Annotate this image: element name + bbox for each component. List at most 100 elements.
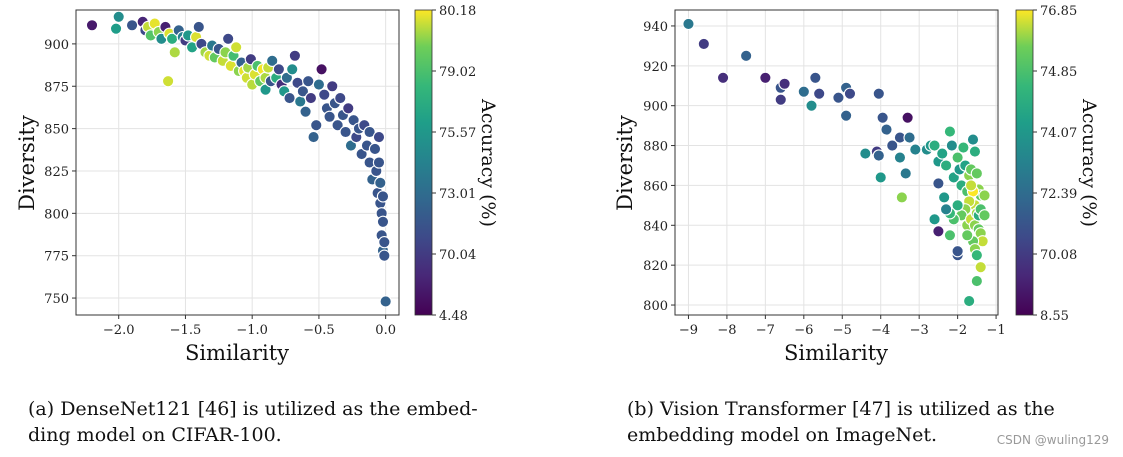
chart-b-ytick-label: 900 [643,100,668,115]
chart-b-ytick-label: 920 [643,60,668,75]
chart-b-point [978,209,991,222]
chart-b-point [928,213,941,226]
chart-b-xtick-label: −8 [717,323,736,338]
chart-b-xtick-label: −6 [794,323,813,338]
chart-b-colorbar-tick-label: 72.39 [1040,187,1077,202]
chart-b-colorbar-label: Accuracy (%) [1078,98,1100,227]
chart-b-ytick-label: 800 [643,299,668,314]
chart-a-point [368,142,382,156]
chart-a-ytick-label: 850 [44,123,69,138]
chart-b-point [809,71,822,84]
chart-a-point [312,78,326,91]
chart-b-point [893,151,907,164]
chart-b-xtick-label: −5 [833,323,852,338]
chart-b-point [970,274,984,288]
chart-a-point [376,190,390,203]
chart-a-point [376,215,390,228]
chart-b-ylabel: Diversity [613,115,637,211]
chart-b-yticks: 800 820 840 860 880 900 920 940 [643,20,675,314]
chart-a-point [363,125,376,139]
chart-a-point [339,125,352,139]
chart-a-xtick-label: 0.0 [375,323,396,338]
chart-a-point [307,130,320,144]
chart-b-point [970,167,984,180]
chart-a-ytick-label: 875 [44,80,69,95]
chart-b-point [886,139,899,152]
chart-b-point [957,141,970,154]
chart-b-grid [675,10,998,315]
chart-a-point [112,10,125,23]
chart-a-colorbar-tick-label: 70.04 [439,248,476,263]
caption-b: (b) Vision Transformer [47] is utilized … [627,396,1055,448]
chart-a-ytick-label: 800 [44,207,69,222]
chart-a-point [296,85,310,98]
chart-b-xtick-label: −4 [871,323,890,338]
chart-a-colorbar-label: Accuracy (%) [477,98,499,227]
chart-b-points [682,17,991,308]
chart-b-point [874,171,887,184]
chart-a-xtick-label: −1.0 [236,323,268,338]
chart-a-point [192,20,205,34]
chart-b-point [839,109,853,122]
chart-b-point [932,225,945,238]
chart-a-point [378,235,391,249]
chart-b-point [938,191,951,204]
chart-a-colorbar-tick-label: 80.18 [439,4,476,19]
chart-a-point [266,54,279,67]
chart-b-point [682,17,695,31]
chart-a-point [372,156,386,169]
chart-b-xtick-label: −9 [679,323,698,338]
chart-b-ytick-label: 940 [643,20,668,35]
chart-a-colorbar-tick-label: 79.02 [439,65,476,80]
chart-a-point [302,75,315,88]
chart-a-ylabel: Diversity [15,115,39,211]
chart-a: −2.0 −1.5 −1.0 −0.5 0.0 750 775 800 825 850 875 90… [15,4,499,365]
chart-a-point [315,63,328,76]
chart-a-point [378,249,391,262]
chart-b-point [899,167,912,180]
chart-a-point [85,19,99,32]
chart-b-point [903,131,916,144]
chart-b-xticks: −9 −8 −7 −6 −5 −4 −3 −2 −1 [679,315,1006,338]
chart-b-colorbar-tick-label: 8.55 [1040,309,1069,324]
chart-a-point [288,49,302,62]
chart-b-point [895,191,909,204]
chart-b-colorbar-tick-label: 74.07 [1040,126,1077,141]
chart-a-yticks: 750 775 800 825 850 875 900 [44,38,76,307]
chart-b-point [928,139,941,152]
chart-b-point [797,85,810,98]
chart-b-point [939,203,953,216]
chart-a-frame [75,9,400,316]
chart-a-point [109,22,123,35]
chart-b-xtick-label: −1 [986,323,1005,338]
chart-b-frame [674,9,999,316]
chart-b-point [961,229,974,242]
chart-a-point [161,75,175,88]
caption-a-line2: ding model on CIFAR-100. [28,424,282,446]
chart-b-point [943,125,957,138]
chart-b-point [872,149,885,162]
chart-a-point [304,91,318,105]
chart-b-point [843,87,857,100]
chart-b-point [974,261,987,274]
chart-b-point [880,123,893,136]
chart-a-point [379,295,392,308]
chart-b-point [909,143,922,156]
caption-b-line1: (b) Vision Transformer [47] is utilized … [627,398,1055,420]
chart-a-point [342,102,355,115]
chart-a-xtick-label: −0.5 [303,323,335,338]
chart-b-colorbar-ticks: 76.85 74.85 74.07 72.39 70.08 8.55 [1033,4,1077,324]
chart-b-point [943,229,957,242]
chart-a-point [272,63,286,76]
chart-b-point [932,177,945,190]
chart-b-point [759,71,772,84]
chart-a-ytick-label: 900 [44,38,69,53]
chart-a-point [125,19,139,32]
chart-b-point [774,93,787,106]
chart-b-xtick-label: −7 [756,323,775,338]
chart-a-colorbar-ticks: 80.18 79.02 75.57 73.01 70.04 4.48 [432,4,476,324]
chart-b-ytick-label: 840 [643,219,668,234]
chart-b-point [859,147,872,160]
chart-b-point [968,145,982,158]
